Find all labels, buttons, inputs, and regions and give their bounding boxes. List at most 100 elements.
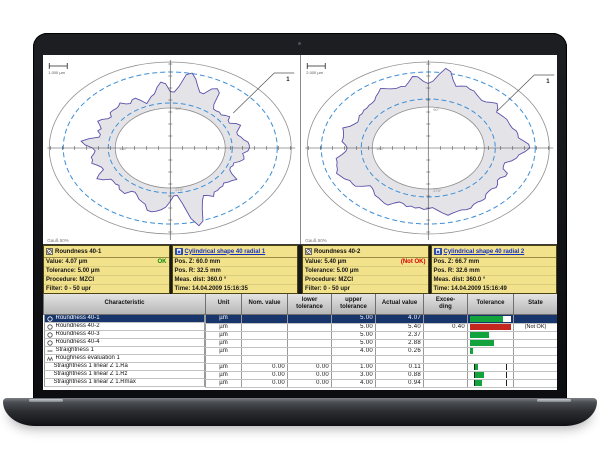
panel-row-filter: Filter: 0 - 50 upr: [46, 286, 92, 292]
laptop-base: [3, 398, 597, 426]
straightness-icon: [47, 348, 54, 354]
plot-area: 0° 90° 180° 270° 1.000 µm 1: [43, 55, 557, 245]
tolerance-bar: [475, 364, 479, 370]
roundness-polar-plot-1: 0° 90° 180° 270° 1.000 µm 1: [43, 55, 301, 244]
status-badge: OK: [157, 259, 167, 265]
col-nom-value: Nom. value: [241, 294, 288, 315]
tolerance-bar: [470, 324, 511, 330]
panel-header-link[interactable]: Cylindrical shape 40 radial 1: [172, 246, 297, 258]
profile-marker: 1: [233, 72, 295, 114]
table-row-roundness-40-2[interactable]: Roundness 40-2 µm 5.00 5.40 0.40 (Not OK…: [43, 323, 557, 332]
table-row-roundness-40-1[interactable]: Roundness 40-1 µm 5.00 4.07: [43, 314, 557, 324]
col-tolerance-bar: Tolerance: [467, 294, 514, 315]
panel-header-link[interactable]: Cylindrical shape 40 radial 2: [431, 246, 556, 258]
tolerance-bar-track: [470, 348, 511, 354]
panel-header[interactable]: Roundness 40-1: [44, 246, 169, 258]
table-row-roundness-40-4[interactable]: Roundness 40-4 µm 5.00 2.88: [43, 339, 557, 348]
panel-row-time: Time: 14.04.2009 15:16:35: [174, 286, 248, 292]
tolerance-bar: [470, 332, 490, 338]
table-row-roundness-40-3[interactable]: Roundness 40-3 µm 5.00 2.37: [43, 331, 557, 340]
panel-row-meas-dist: Meas. dist: 360.0 °: [431, 276, 556, 285]
tolerance-bar-track: [470, 332, 511, 338]
scale-ruler: 2.000 µm: [306, 63, 326, 75]
angle-label-270: 270°: [175, 187, 184, 192]
scale-label: 1.000 µm: [48, 70, 65, 75]
panel-title: Cylindrical shape 40 radial 2: [443, 248, 525, 255]
info-panel-row: Roundness 40-1 Value: 4.07 µm OK Toleranc…: [43, 245, 557, 294]
panel-row-procedure: Procedure: MZCI: [44, 276, 169, 285]
roundness-polar-plot-2: 0° 90° 180° 270° 2.000 µm 1: [301, 55, 558, 244]
info-panel-roundness-40-2: Roundness 40-2 Value: 5.40 µm (Not OK) To…: [302, 245, 429, 294]
panel-row-tolerance: Tolerance: 5.00 µm: [44, 267, 169, 276]
panel-row-pos-r: Pos. R: 32.6 mm: [431, 267, 556, 276]
roughness-icon: [46, 355, 54, 362]
info-panel-cylindrical-2: Cylindrical shape 40 radial 2 Pos. Z: 66…: [430, 245, 557, 294]
panel-row-filter: Filter: 0 - 50 upr: [305, 286, 351, 292]
panel-header[interactable]: Roundness 40-2: [303, 246, 428, 258]
roundness-icon: [46, 323, 54, 330]
scale-ruler: 1.000 µm: [48, 63, 68, 75]
cylindricity-icon: [174, 248, 183, 255]
panel-row-tolerance: Tolerance: 5.00 µm: [303, 267, 428, 276]
panel-row-pos-z: Pos. Z: 66.7 mm: [431, 258, 556, 267]
table-row-roughness-evaluation-1[interactable]: Roughness evaluation 1: [43, 355, 557, 364]
angle-label-90: 90°: [433, 107, 439, 112]
panel-row-meas-dist: Meas. dist: 360.0 °: [172, 276, 297, 285]
roundness-icon: [46, 248, 53, 255]
webcam-icon: [298, 42, 301, 45]
panel-row-pos-z: Pos. Z: 60.0 mm: [172, 258, 297, 267]
angle-label-180: 180°: [119, 146, 128, 151]
tolerance-bar: [470, 340, 494, 346]
hinge-highlight-right: [537, 399, 571, 402]
laptop-screen-shell: 0° 90° 180° 270° 1.000 µm 1: [33, 33, 567, 400]
col-unit: Unit: [205, 294, 242, 315]
angle-label-0: 0°: [475, 146, 479, 151]
angle-label-270: 270°: [433, 188, 442, 193]
polar-plot-svg-1: 0° 90° 180° 270° 1.000 µm 1: [47, 60, 296, 243]
tolerance-bar-track: [470, 340, 511, 346]
axis-ticks: [307, 63, 548, 233]
panel-row-value: Value: 4.07 µm OK: [44, 259, 169, 267]
software-screen: 0° 90° 180° 270° 1.000 µm 1: [43, 55, 557, 390]
tolerance-bar: [470, 348, 473, 354]
roundness-icon: [305, 248, 312, 255]
filter-label: Gauß 50%: [305, 238, 327, 243]
panel-title: Roundness 40-2: [314, 248, 361, 255]
table-row-straightness-rz[interactable]: Straightness 1 linear Z 1.Rz µm 0.00 0.0…: [43, 371, 557, 380]
hinge-highlight-left: [29, 399, 63, 402]
cylindricity-icon: [433, 248, 442, 255]
tolerance-bar-track: [474, 364, 507, 370]
scale-label: 2.000 µm: [306, 70, 323, 75]
status-badge: (Not OK): [400, 259, 426, 265]
marker-label: 1: [546, 79, 550, 85]
table-row-straightness-ra[interactable]: Straightness 1 linear Z 1.Ra µm 0.00 0.0…: [43, 363, 557, 372]
col-lower-tolerance: lower tolerance: [287, 294, 332, 315]
panel-title: Roundness 40-1: [55, 248, 102, 255]
tolerance-bar: [470, 315, 504, 322]
tolerance-bar-track: [474, 380, 507, 386]
roundness-icon: [46, 331, 54, 338]
tolerance-bar-track: [474, 372, 507, 378]
table-header-row: Characteristic Unit Nom. value lower tol…: [43, 294, 557, 315]
table-row-straightness-rmax[interactable]: Straightness 1 linear Z 1.Rmax µm 0.00 0…: [43, 379, 557, 388]
info-panel-roundness-40-1: Roundness 40-1 Value: 4.07 µm OK Toleranc…: [43, 245, 170, 294]
angle-label-180: 180°: [376, 146, 385, 151]
info-panel-cylindrical-1: Cylindrical shape 40 radial 1 Pos. Z: 60…: [171, 245, 298, 294]
tolerance-bar-track: [470, 324, 511, 330]
angle-label-90: 90°: [175, 106, 181, 111]
profile-marker: 1: [496, 74, 554, 112]
panel-row-value: Value: 5.40 µm (Not OK): [303, 259, 428, 267]
results-table: Characteristic Unit Nom. value lower tol…: [43, 294, 557, 388]
axis-ticks: [50, 63, 291, 233]
col-exceeding: Excee- ding: [423, 294, 468, 315]
col-actual-value: Actual value: [375, 294, 424, 315]
tolerance-bar: [475, 380, 483, 386]
panel-row-time: Time: 14.04.2009 15:16:49: [433, 286, 507, 292]
panel-row-procedure: Procedure: MZCI: [303, 276, 428, 285]
table-row-straightness-1[interactable]: Straightness 1 µm 4.00 0.26: [43, 347, 557, 356]
col-state: State: [513, 294, 557, 315]
tolerance-bar: [475, 372, 484, 378]
filter-label: Gauß 50%: [47, 238, 69, 243]
col-upper-tolerance: upper tolerance: [331, 294, 376, 315]
roundness-icon: [46, 315, 54, 322]
